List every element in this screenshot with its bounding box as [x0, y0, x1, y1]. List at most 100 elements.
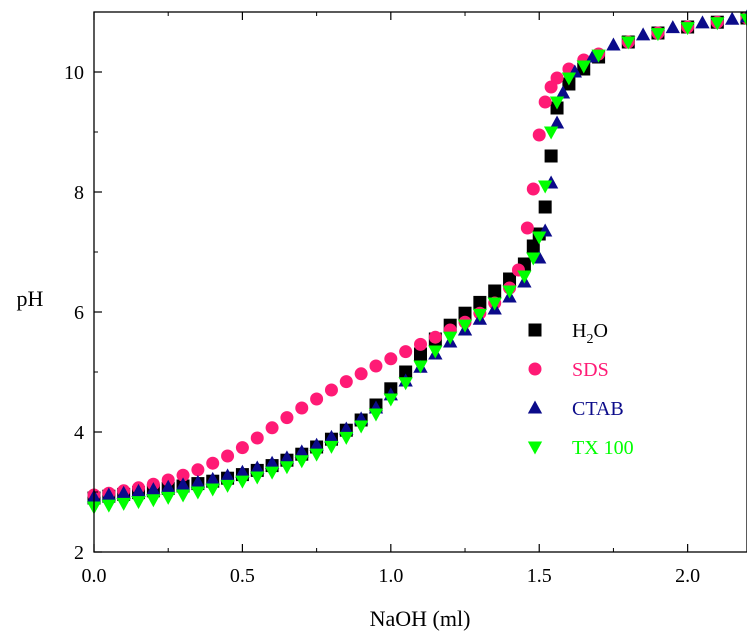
data-point: [561, 72, 577, 86]
y-tick-label: 10: [64, 62, 84, 84]
data-point: [353, 420, 369, 434]
data-point: [309, 448, 324, 462]
data-point: [695, 15, 710, 29]
data-point: [414, 337, 427, 351]
data-point: [543, 126, 559, 140]
data-point: [221, 449, 235, 463]
data-point: [101, 487, 116, 501]
data-point: [520, 221, 534, 235]
series-circle: [87, 11, 747, 502]
x-tick-label: 0.5: [230, 565, 255, 587]
data-point: [635, 27, 651, 41]
data-point: [264, 455, 280, 469]
legend-label: H2O: [572, 320, 608, 347]
data-point: [503, 272, 517, 286]
data-point: [399, 345, 413, 359]
data-point: [517, 270, 532, 284]
data-point: [680, 22, 695, 36]
data-point: [549, 96, 565, 110]
data-point: [161, 491, 176, 505]
data-point: [294, 444, 309, 458]
y-tick-label: 2: [74, 542, 84, 564]
data-point: [190, 486, 206, 500]
data-point: [191, 463, 205, 477]
plot-frame: [93, 11, 747, 553]
data-point: [457, 319, 473, 333]
data-point: [220, 479, 235, 493]
data-point: [101, 499, 116, 513]
data-point: [725, 11, 740, 25]
y-tick-label: 6: [74, 302, 84, 324]
data-point: [235, 464, 250, 478]
data-point: [538, 180, 553, 194]
legend-marker: [528, 362, 542, 376]
y-tick-labels: 2 4 6 8 10: [64, 62, 84, 564]
legend-label: CTAB: [572, 398, 624, 420]
y-tick-label: 4: [74, 422, 84, 444]
data-point: [413, 360, 428, 374]
data-point: [265, 421, 279, 435]
data-point: [526, 182, 540, 196]
x-tick-labels: 0.0 0.5 1.0 1.5 2.0: [82, 565, 701, 587]
series-triangle-up: [86, 9, 747, 503]
legend: H2O SDS CTAB TX 100: [527, 320, 634, 459]
data-point: [621, 36, 636, 50]
data-point: [324, 383, 338, 397]
data-point: [190, 474, 206, 488]
y-tick-label: 8: [74, 182, 84, 204]
data-point: [398, 377, 413, 391]
data-point: [250, 471, 265, 485]
data-point: [294, 455, 309, 469]
data-point: [591, 49, 606, 63]
data-point: [549, 115, 565, 129]
data-point: [131, 496, 146, 510]
data-point: [473, 295, 487, 309]
data-point: [175, 489, 191, 503]
data-point: [324, 440, 339, 454]
data-point: [428, 345, 443, 359]
data-point: [383, 393, 398, 407]
data-point: [354, 367, 368, 381]
data-point: [665, 20, 680, 34]
data-point: [146, 482, 161, 496]
data-point: [339, 431, 354, 445]
legend-marker: [527, 400, 543, 414]
x-tick-label: 0.0: [82, 565, 107, 587]
data-point: [235, 475, 250, 489]
data-point: [339, 375, 353, 389]
data-point: [131, 483, 146, 497]
data-point: [458, 306, 472, 320]
data-point: [532, 231, 547, 245]
data-point: [309, 437, 324, 451]
data-point: [384, 352, 398, 366]
data-point: [414, 347, 427, 361]
data-point: [538, 95, 552, 109]
data-point: [585, 49, 600, 63]
data-point: [502, 285, 517, 299]
data-point: [310, 392, 324, 406]
data-point: [250, 460, 265, 474]
data-point: [264, 466, 280, 480]
data-point: [550, 71, 564, 85]
data-point: [650, 28, 666, 42]
data-point: [250, 431, 264, 445]
data-point: [339, 421, 354, 435]
data-point: [176, 468, 190, 482]
data-point: [555, 85, 571, 99]
data-point: [146, 494, 161, 508]
legend-label: SDS: [572, 359, 609, 381]
data-point: [324, 429, 339, 443]
data-point: [280, 411, 294, 425]
legend-marker: [528, 323, 542, 337]
data-point: [279, 450, 295, 464]
axis-ticks: [93, 12, 689, 553]
x-axis-label: NaOH (ml): [370, 606, 471, 631]
data-point: [399, 365, 413, 379]
data-point: [279, 461, 295, 475]
data-point: [544, 149, 558, 163]
data-point: [487, 297, 502, 311]
data-point: [443, 331, 458, 345]
data-point: [369, 359, 383, 373]
data-point: [235, 441, 249, 455]
